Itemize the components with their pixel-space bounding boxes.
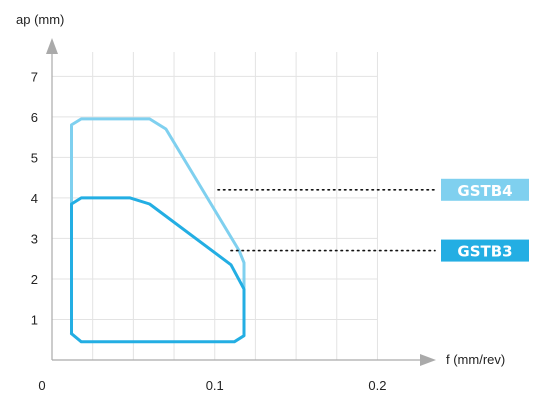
y-tick-label-0: 1 bbox=[31, 312, 38, 327]
y-tick-label-2: 3 bbox=[31, 231, 38, 246]
series-badge-gstb4 bbox=[441, 178, 529, 201]
x-tick-label-1: 0.1 bbox=[206, 378, 224, 393]
series-labels: GSTB4 GSTB3 bbox=[217, 178, 529, 262]
axes: ap (mm) f (mm/rev) bbox=[16, 12, 505, 367]
grid bbox=[52, 52, 378, 360]
y-axis-label: ap (mm) bbox=[16, 12, 64, 27]
series-outline-gstb4 bbox=[70, 117, 246, 289]
y-axis-arrow bbox=[46, 38, 58, 54]
y-tick-label-3: 4 bbox=[31, 191, 38, 206]
y-tick-label-6: 7 bbox=[31, 69, 38, 84]
x-axis-arrow bbox=[420, 354, 436, 366]
series-layer bbox=[70, 117, 246, 344]
x-tick-label-2: 0.2 bbox=[368, 378, 386, 393]
x-axis-label: f (mm/rev) bbox=[446, 352, 505, 367]
x-tick-label-0: 0 bbox=[38, 378, 45, 393]
y-tick-label-5: 6 bbox=[31, 110, 38, 125]
series-outline-gstb3 bbox=[70, 196, 246, 344]
y-tick-label-4: 5 bbox=[31, 150, 38, 165]
series-label-gstb3: GSTB3 bbox=[457, 243, 512, 261]
ticks: 1 2 3 4 5 6 7 0 0.1 0.2 bbox=[31, 69, 387, 393]
series-badge-gstb3 bbox=[441, 239, 529, 262]
series-label-gstb4: GSTB4 bbox=[457, 182, 512, 200]
y-tick-label-1: 2 bbox=[31, 272, 38, 287]
